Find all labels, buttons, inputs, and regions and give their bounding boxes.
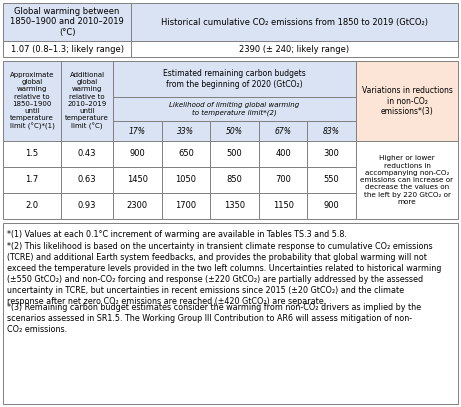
Text: 500: 500 [227,149,242,158]
Text: Estimated remaining carbon budgets
from the beginning of 2020 (GtCO₂): Estimated remaining carbon budgets from … [163,69,306,89]
Bar [259,141,307,167]
Bar [259,193,307,219]
Text: 33%: 33% [177,127,195,136]
Bar [3,223,458,404]
Text: 1350: 1350 [224,201,245,210]
Bar [162,121,210,141]
Bar [307,167,356,193]
Text: *(3) Remaining carbon budget estimates consider the warming from non-CO₂ drivers: *(3) Remaining carbon budget estimates c… [7,303,421,335]
Text: 700: 700 [275,175,291,184]
Text: *(1) Values at each 0.1°C increment of warming are available in Tables TS.3 and : *(1) Values at each 0.1°C increment of w… [7,230,347,239]
Bar [131,41,458,57]
Text: 650: 650 [178,149,194,158]
Text: Likelihood of limiting global warming
to temperature limit*(2): Likelihood of limiting global warming to… [169,102,300,116]
Text: 300: 300 [324,149,340,158]
Bar [131,3,458,41]
Bar [3,3,131,41]
Bar [356,141,458,219]
Bar [3,167,61,193]
Bar [61,167,113,193]
Bar [210,193,259,219]
Text: Approximate
global
warming
relative to
1850–1900
until
temperature
limit (°C)*(1: Approximate global warming relative to 1… [10,72,54,130]
Bar [61,141,113,167]
Bar [61,61,113,141]
Text: 2390 (± 240; likely range): 2390 (± 240; likely range) [239,44,349,53]
Bar [162,141,210,167]
Text: 17%: 17% [129,127,146,136]
Text: 0.63: 0.63 [78,175,96,184]
Bar [162,193,210,219]
Bar [307,193,356,219]
Text: 1.07 (0.8–1.3; likely range): 1.07 (0.8–1.3; likely range) [11,44,124,53]
Text: *(2) This likelihood is based on the uncertainty in transient climate response t: *(2) This likelihood is based on the unc… [7,241,441,306]
Bar [113,61,356,97]
Text: 1050: 1050 [175,175,196,184]
Bar [3,41,131,57]
Text: 83%: 83% [323,127,340,136]
Bar [3,141,61,167]
Bar [210,121,259,141]
Bar [307,121,356,141]
Text: 2300: 2300 [127,201,148,210]
Text: 1150: 1150 [272,201,294,210]
Text: Higher or lower
reductions in
accompanying non-CO₂
emissions can increase or
dec: Higher or lower reductions in accompanyi… [361,155,454,205]
Text: Variations in reductions
in non-CO₂
emissions*(3): Variations in reductions in non-CO₂ emis… [361,86,452,116]
Text: 400: 400 [275,149,291,158]
Text: 0.43: 0.43 [78,149,96,158]
Bar [113,193,162,219]
Text: 50%: 50% [226,127,243,136]
Bar [113,97,356,121]
Text: 1450: 1450 [127,175,148,184]
Bar [61,193,113,219]
Bar [259,167,307,193]
Bar [307,141,356,167]
Bar [210,167,259,193]
Text: Global warming between
1850–1900 and 2010–2019
(°C): Global warming between 1850–1900 and 201… [10,7,124,37]
Bar [210,141,259,167]
Bar [356,61,458,141]
Bar [259,121,307,141]
Text: 1700: 1700 [175,201,196,210]
Text: Historical cumulative CO₂ emissions from 1850 to 2019 (GtCO₂): Historical cumulative CO₂ emissions from… [161,18,428,26]
Text: 900: 900 [130,149,145,158]
Bar [3,193,61,219]
Text: 900: 900 [324,201,340,210]
Text: 67%: 67% [275,127,292,136]
Bar [113,167,162,193]
Text: 550: 550 [324,175,340,184]
Text: 1.7: 1.7 [25,175,39,184]
Bar [113,121,162,141]
Text: Additional
global
warming
relative to
2010–2019
until
temperature
limit (°C): Additional global warming relative to 20… [65,72,109,130]
Text: 850: 850 [226,175,242,184]
Bar [113,141,162,167]
Bar [3,61,61,141]
Text: 2.0: 2.0 [25,201,39,210]
Text: 0.93: 0.93 [78,201,96,210]
Text: 1.5: 1.5 [25,149,39,158]
Bar [162,167,210,193]
